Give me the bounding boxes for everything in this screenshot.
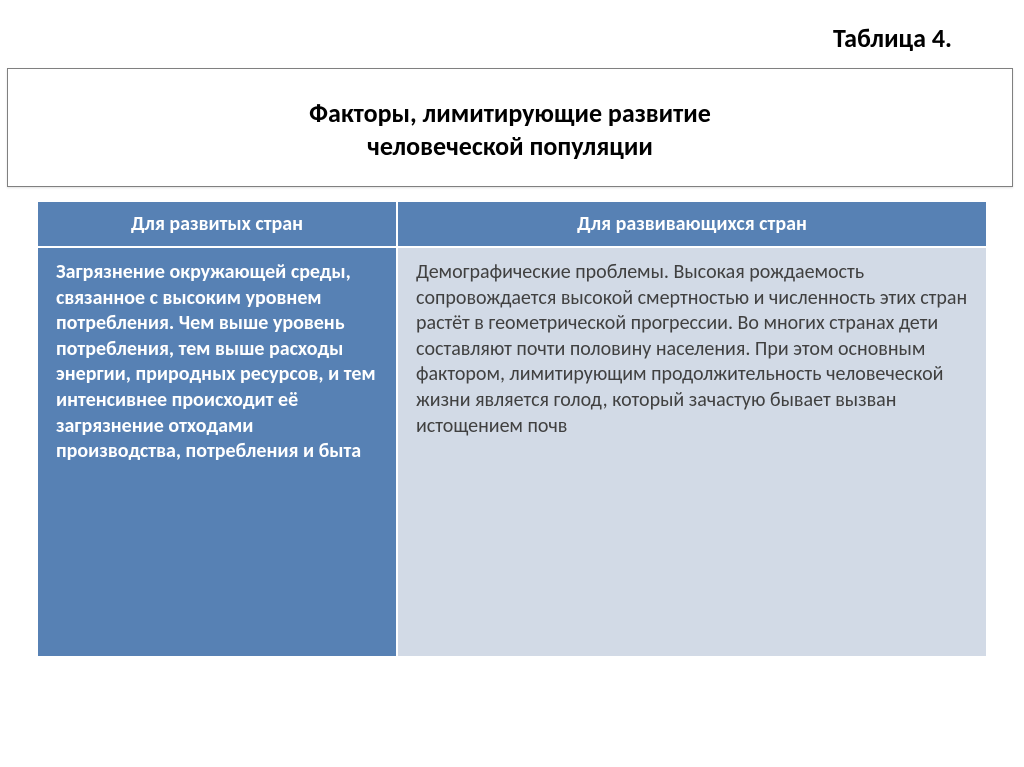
title-box: Факторы, лимитирующие развитие человечес… [7,68,1013,187]
table-header-row: Для развитых стран Для развивающихся стр… [37,201,987,247]
cell-developed: Загрязнение окружающей среды, связанное … [37,247,397,657]
slide-page: Таблица 4. Факторы, лимитирующие развити… [0,0,1024,767]
col-header-developing: Для развивающихся стран [397,201,987,247]
factors-table: Для развитых стран Для развивающихся стр… [36,200,988,658]
table-number-label: Таблица 4. [833,22,952,54]
page-title: Факторы, лимитирующие развитие человечес… [28,97,992,162]
cell-developing: Демографические проблемы. Высокая рождае… [397,247,987,657]
col-header-developed: Для развитых стран [37,201,397,247]
table-row: Загрязнение окружающей среды, связанное … [37,247,987,657]
